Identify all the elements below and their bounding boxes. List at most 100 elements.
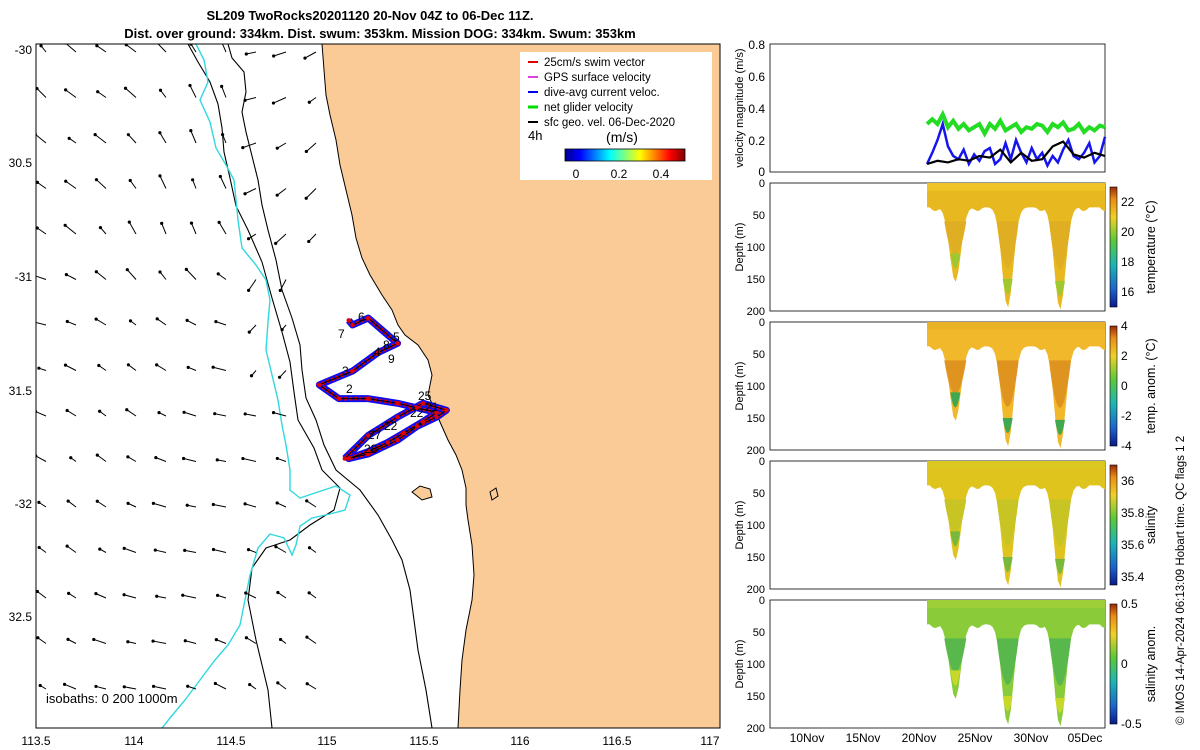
track-point: [420, 401, 426, 406]
current-vector-head: [181, 456, 186, 461]
sal_anom-dive-trough: [944, 638, 967, 672]
current-vector-head: [155, 594, 159, 598]
current-vector: [97, 454, 107, 462]
current-vector-head: [307, 591, 311, 595]
current-vector: [95, 593, 107, 599]
salinity-cbar-label: salinity: [1144, 505, 1158, 544]
current-vector-head: [151, 501, 156, 505]
waypoint-label: 8: [383, 338, 390, 352]
current-vector-head: [96, 90, 100, 94]
current-vector: [304, 51, 317, 59]
time-series-panels: 0.8 0.6 0.4 0.2 0 velocity magnitude (m/…: [734, 38, 1187, 745]
current-vector-head: [211, 502, 215, 507]
current-vector-head: [219, 38, 222, 41]
current-vector-head: [98, 225, 103, 230]
current-vector: [306, 142, 317, 152]
salinity-dive-bottom: [950, 531, 961, 547]
current-vector-head: [151, 684, 156, 688]
waypoint-label: 4: [374, 345, 381, 359]
map-plot: isobaths: 0 200 1000m 113.5 114 114.5 11…: [9, 38, 721, 748]
current-vector-head: [62, 682, 67, 686]
current-vector: [37, 181, 47, 189]
colorbar-tick: 0.4: [653, 167, 670, 181]
salinity-dive-trough: [996, 499, 1019, 546]
current-vector-head: [127, 220, 131, 224]
current-vector-head: [38, 683, 42, 688]
current-vector-head: [276, 681, 280, 685]
track-point: [434, 414, 439, 420]
current-vector-head: [125, 408, 129, 412]
sal_anom-y-label: Depth (m): [734, 640, 746, 689]
temp_anom-cbar-tick: -4: [1121, 439, 1132, 453]
current-vector-head: [214, 638, 218, 642]
glider-track: [315, 314, 451, 463]
sal_anom-cbar-tick: -0.5: [1121, 717, 1142, 731]
temperature-y-tick: 150: [747, 274, 765, 286]
sal_anom-y-tick: 0: [759, 595, 765, 607]
current-vector-head: [275, 501, 279, 505]
temp_anom-cbar-label: temp. anom. (°C): [1144, 338, 1158, 433]
temp_anom-dive-trough: [996, 360, 1019, 407]
current-vector-head: [126, 640, 130, 644]
current-vector-head: [275, 146, 279, 150]
track-point: [395, 414, 400, 420]
time-x-tick: 25Nov: [958, 731, 993, 745]
colorbar-tick: 0.2: [611, 167, 628, 181]
current-vector-head: [213, 681, 217, 686]
current-vector-head: [64, 88, 68, 92]
temperature-dive-trough: [944, 221, 967, 255]
current-vector-head: [215, 458, 219, 462]
current-vector-head: [95, 44, 99, 48]
track-point: [346, 318, 351, 323]
current-vector: [129, 180, 137, 189]
legend-label-geo: sfc geo. vel. 06-Dec-2020: [544, 117, 675, 129]
temp_anom-dive-bottom: [950, 392, 961, 408]
current-vector: [308, 233, 317, 242]
vel-y-tick: 0.4: [748, 102, 765, 116]
current-vector-head: [160, 221, 164, 225]
current-vector: [37, 637, 47, 644]
current-vector-head: [64, 179, 68, 183]
sal_anom-cbar-tick: 0: [1121, 657, 1128, 671]
current-vector: [248, 324, 257, 333]
current-vector: [273, 51, 287, 57]
salinity-colorbar: [1109, 464, 1118, 586]
current-vector-head: [181, 593, 185, 597]
current-vector: [245, 592, 257, 599]
current-vector-head: [63, 363, 68, 367]
current-vector: [273, 412, 287, 417]
current-vector: [66, 410, 77, 417]
current-vector-head: [305, 635, 309, 639]
current-vector: [242, 458, 257, 462]
current-vector-head: [37, 545, 41, 550]
salinity-y-tick: 100: [747, 520, 765, 532]
track-point: [317, 382, 322, 388]
current-vector: [246, 637, 257, 644]
current-vector-head: [155, 363, 159, 367]
colorbar-tick: 0: [573, 167, 580, 181]
current-vector: [215, 321, 227, 326]
current-vector-head: [247, 288, 251, 292]
current-vector: [65, 89, 77, 98]
track-point: [420, 419, 426, 424]
track-point: [336, 396, 342, 401]
current-vector-head: [307, 239, 311, 244]
temp_anom-y-tick: 50: [753, 349, 765, 361]
current-vector: [67, 500, 77, 508]
temperature-field: [927, 183, 1105, 310]
current-vector: [152, 640, 167, 644]
current-vector-head: [65, 319, 69, 324]
salinity-panel: 0 50 100 150 200 Depth (m) 36 35.8 35.6 35.4 salin…: [734, 456, 1158, 596]
legend-label-net: net glider velocity: [544, 102, 633, 114]
current-vector: [156, 318, 167, 326]
track-point: [434, 410, 439, 415]
salinity-cbar-tick: 35.8: [1121, 506, 1145, 520]
current-vector-head: [66, 637, 70, 641]
current-vector-head: [65, 544, 69, 548]
current-vector-head: [94, 592, 98, 596]
waypoint-labels: 6 7 5 8 9 4 3 2 25 21 22 22 27 28: [338, 310, 439, 456]
current-vector: [95, 318, 107, 326]
velocity-series: [925, 109, 1107, 169]
time-axis: 10Nov 15Nov 20Nov 25Nov 30Nov 05Dec: [790, 731, 1103, 745]
